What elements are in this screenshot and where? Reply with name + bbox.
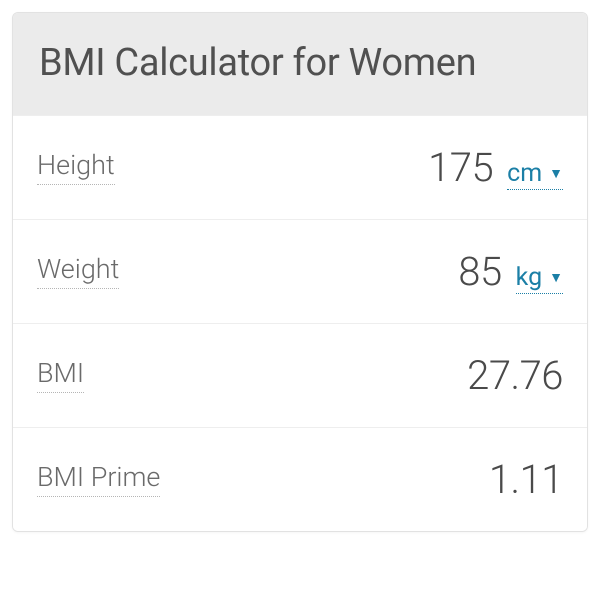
- weight-unit-select[interactable]: kg ▼: [516, 263, 563, 294]
- row-bmi: BMI 27.76: [13, 323, 587, 427]
- height-label[interactable]: Height: [37, 150, 115, 184]
- card-header: BMI Calculator for Women: [13, 13, 587, 115]
- chevron-down-icon: ▼: [549, 269, 563, 286]
- weight-unit-label: kg: [516, 263, 542, 292]
- bmi-prime-label[interactable]: BMI Prime: [37, 462, 160, 496]
- weight-value-wrap: 85 kg ▼: [458, 248, 563, 295]
- row-bmi-prime: BMI Prime 1.11: [13, 427, 587, 531]
- row-height: Height 175 cm ▼: [13, 115, 587, 219]
- height-value-wrap: 175 cm ▼: [428, 144, 563, 191]
- height-unit-select[interactable]: cm ▼: [507, 159, 563, 190]
- bmi-prime-value[interactable]: 1.11: [489, 456, 563, 503]
- row-weight: Weight 85 kg ▼: [13, 219, 587, 323]
- height-unit-label: cm: [507, 159, 542, 188]
- page-title: BMI Calculator for Women: [39, 41, 561, 85]
- bmi-value[interactable]: 27.76: [467, 352, 563, 399]
- bmi-value-wrap: 27.76: [467, 352, 563, 399]
- bmi-label[interactable]: BMI: [37, 358, 84, 392]
- weight-label[interactable]: Weight: [37, 254, 119, 288]
- bmi-prime-value-wrap: 1.11: [489, 456, 563, 503]
- weight-value[interactable]: 85: [458, 248, 501, 295]
- chevron-down-icon: ▼: [549, 165, 563, 182]
- height-value[interactable]: 175: [428, 144, 493, 191]
- calculator-card: BMI Calculator for Women Height 175 cm ▼…: [12, 12, 588, 532]
